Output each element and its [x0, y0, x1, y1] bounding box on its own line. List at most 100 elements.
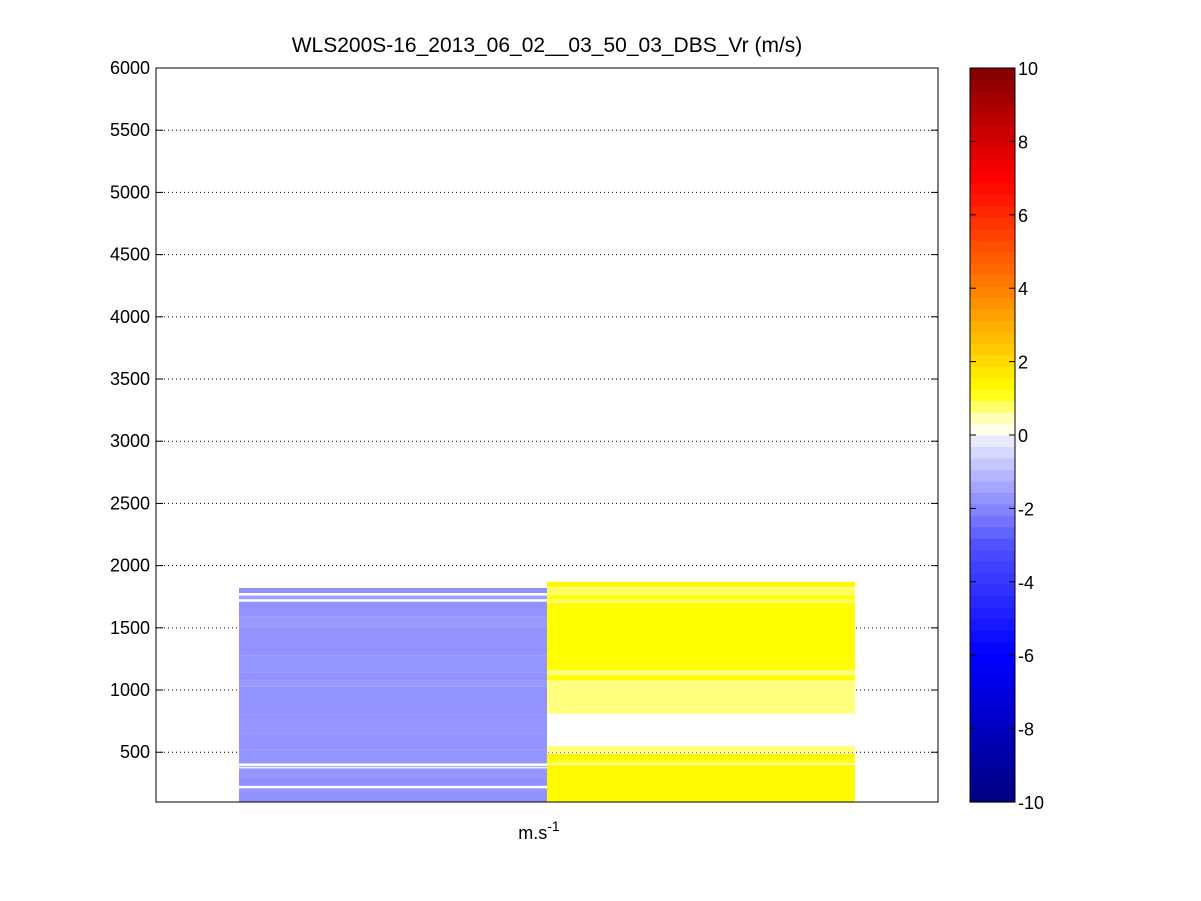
- heatmap-band-col2-3: [547, 746, 855, 753]
- colorbar-swatch-36: [970, 377, 1015, 390]
- heatmap-band-col2-0: [547, 764, 855, 802]
- heatmap-band-col2-8: [547, 599, 855, 603]
- heatmap-band-col1-15: [239, 595, 547, 600]
- colorbar-tick-label-6: 6: [1018, 206, 1028, 226]
- colorbar-tick-label--8: -8: [1018, 720, 1034, 740]
- colorbar-swatch-13: [970, 641, 1015, 654]
- y-tick-label-3500: 3500: [110, 369, 150, 389]
- heatmap-band-col1-5: [239, 749, 547, 764]
- y-tick-label-1000: 1000: [110, 680, 150, 700]
- colorbar-swatch-42: [970, 308, 1015, 321]
- colorbar-swatch-4: [970, 744, 1015, 757]
- colorbar-tick-label--6: -6: [1018, 646, 1034, 666]
- y-tick-label-3000: 3000: [110, 431, 150, 451]
- colorbar-swatch-32: [970, 423, 1015, 436]
- colorbar-tick-label--2: -2: [1018, 499, 1034, 519]
- y-tick-label-2500: 2500: [110, 493, 150, 513]
- heatmap-band-col1-16: [239, 588, 547, 593]
- colorbar-swatch-17: [970, 595, 1015, 608]
- heatmap-band-col2-1: [547, 759, 855, 764]
- colorbar-swatch-12: [970, 652, 1015, 665]
- heatmap-band-col1-0: [239, 792, 547, 802]
- y-tick-label-5500: 5500: [110, 120, 150, 140]
- colorbar-swatch-19: [970, 572, 1015, 585]
- heatmap-band-col2-7: [547, 602, 855, 671]
- colorbar-swatch-51: [970, 205, 1015, 218]
- colorbar-swatch-52: [970, 194, 1015, 207]
- x-axis-label: m.s-1: [518, 818, 560, 843]
- colorbar-swatch-16: [970, 607, 1015, 620]
- y-axis-ticks: 500 1000 1500 2000 2500 3000 3500 4000 4500 5000 5…: [110, 58, 938, 762]
- colorbar-swatch-29: [970, 457, 1015, 471]
- colorbar-swatch-59: [970, 113, 1015, 126]
- y-tick-label-4000: 4000: [110, 307, 150, 327]
- heatmap-band-col1-7: [239, 714, 547, 734]
- colorbar-swatch-8: [970, 698, 1015, 711]
- heatmap-band-col2-9: [547, 595, 855, 600]
- heatmap-band-col2-5: [547, 675, 855, 681]
- heatmap-band-col1-8: [239, 686, 547, 715]
- colorbar-swatch-23: [970, 526, 1015, 539]
- heatmap-band-col2-11: [547, 581, 855, 587]
- colorbar-swatch-35: [970, 389, 1015, 402]
- colorbar-swatch-63: [970, 68, 1015, 81]
- colorbar-swatch-15: [970, 618, 1015, 631]
- colorbar-tick-label-2: 2: [1018, 353, 1028, 373]
- colorbar-swatch-61: [970, 90, 1015, 104]
- colorbar-swatch-62: [970, 79, 1015, 92]
- colorbar-swatch-49: [970, 228, 1015, 241]
- colorbar-swatch-6: [970, 721, 1015, 734]
- colorbar-swatch-3: [970, 756, 1015, 769]
- y-tick-label-1500: 1500: [110, 618, 150, 638]
- heatmap-bands: [239, 581, 855, 802]
- colorbar-tick-label-0: 0: [1018, 426, 1028, 446]
- heatmap-band-col1-2: [239, 777, 547, 786]
- colorbar-swatch-56: [970, 148, 1015, 161]
- colorbar-swatch-47: [970, 251, 1015, 264]
- heatmap-band-col1-9: [239, 680, 547, 687]
- colorbar-swatch-53: [970, 182, 1015, 195]
- colorbar-swatch-40: [970, 331, 1015, 344]
- colorbar-tick-label-8: 8: [1018, 132, 1028, 152]
- colorbar-tick-label-10: 10: [1018, 59, 1038, 79]
- colorbar-swatch-20: [970, 561, 1015, 574]
- colorbar-swatch-5: [970, 733, 1015, 746]
- colorbar-swatch-30: [970, 446, 1015, 459]
- chart-title: WLS200S-16_2013_06_02__03_50_03_DBS_Vr (…: [292, 34, 803, 57]
- heatmap-band-col1-3: [239, 768, 547, 778]
- colorbar-swatch-7: [970, 710, 1015, 723]
- colorbar-swatch-31: [970, 435, 1015, 448]
- colorbar-swatch-50: [970, 217, 1015, 230]
- heatmap-band-col1-4: [239, 765, 547, 768]
- colorbar-swatch-41: [970, 320, 1015, 333]
- colorbar-swatch-18: [970, 584, 1015, 597]
- colorbar-swatch-55: [970, 159, 1015, 172]
- heatmap-band-col2-10: [547, 586, 855, 596]
- colorbar-swatch-26: [970, 492, 1015, 505]
- colorbar-swatch-27: [970, 480, 1015, 493]
- colorbar-swatch-10: [970, 675, 1015, 688]
- axes-frame: [155, 67, 939, 803]
- colorbar-swatch-9: [970, 687, 1015, 700]
- y-tick-label-6000: 6000: [110, 58, 150, 78]
- colorbar: [970, 68, 1015, 803]
- colorbar-tick-label-4: 4: [1018, 279, 1028, 299]
- colorbar-swatch-21: [970, 549, 1015, 562]
- colorbar-swatch-57: [970, 136, 1015, 149]
- colorbar-swatch-1: [970, 779, 1015, 792]
- heatmap-band-col1-13: [239, 616, 547, 628]
- colorbar-swatch-34: [970, 400, 1015, 413]
- colorbar-swatch-28: [970, 469, 1015, 482]
- colorbar-swatch-25: [970, 503, 1015, 516]
- colorbar-swatch-38: [970, 354, 1015, 367]
- colorbar-swatch-39: [970, 343, 1015, 356]
- colorbar-swatch-48: [970, 240, 1015, 253]
- colorbar-swatch-37: [970, 366, 1015, 379]
- colorbar-ticks: -10 -8 -6 -4 -2 0 2 4 6 8 10: [970, 59, 1044, 813]
- heatmap-band-col1-6: [239, 733, 547, 750]
- colorbar-swatch-44: [970, 285, 1015, 298]
- heatmap-band-col1-10: [239, 672, 547, 681]
- heatmap-band-col1-14: [239, 601, 547, 617]
- y-tick-label-5000: 5000: [110, 182, 150, 202]
